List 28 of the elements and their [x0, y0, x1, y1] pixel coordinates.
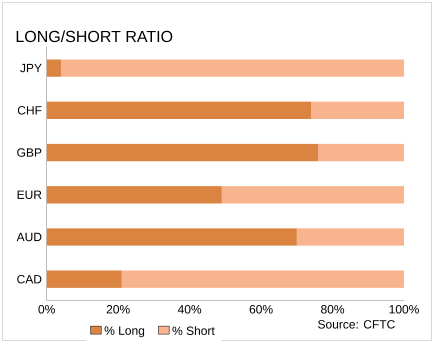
bar: [46, 270, 122, 288]
y-tick-label: CHF: [18, 106, 42, 115]
bar: [122, 270, 404, 288]
legend-label: % Short: [172, 326, 215, 336]
y-tick-label: AUD: [16, 232, 42, 242]
x-tick-label: 40%: [178, 305, 202, 314]
chart-title: LONG/SHORT RATIO: [16, 30, 172, 42]
bar: [222, 186, 404, 204]
bar: [296, 228, 404, 246]
bar: [46, 102, 312, 119]
x-tick-label: 60%: [250, 305, 273, 314]
bar: [60, 59, 404, 77]
y-tick-label: CAD: [17, 274, 42, 284]
bar: [311, 102, 404, 119]
bar: [46, 228, 297, 246]
bar: [46, 186, 222, 204]
y-tick-label: EUR: [18, 190, 42, 199]
x-tick-label: 80%: [321, 305, 344, 314]
y-tick-label: GBP: [17, 148, 42, 157]
bar: [318, 144, 404, 162]
x-tick-label: 20%: [106, 305, 130, 314]
y-tick-label: JPY: [20, 64, 42, 72]
bar: [46, 59, 61, 77]
x-tick-label: 100%: [390, 305, 419, 314]
bar: [46, 144, 318, 162]
source-note: Source: CFTC: [318, 320, 395, 329]
legend-label: % Long: [104, 326, 144, 338]
x-tick-label: 0%: [38, 305, 55, 314]
